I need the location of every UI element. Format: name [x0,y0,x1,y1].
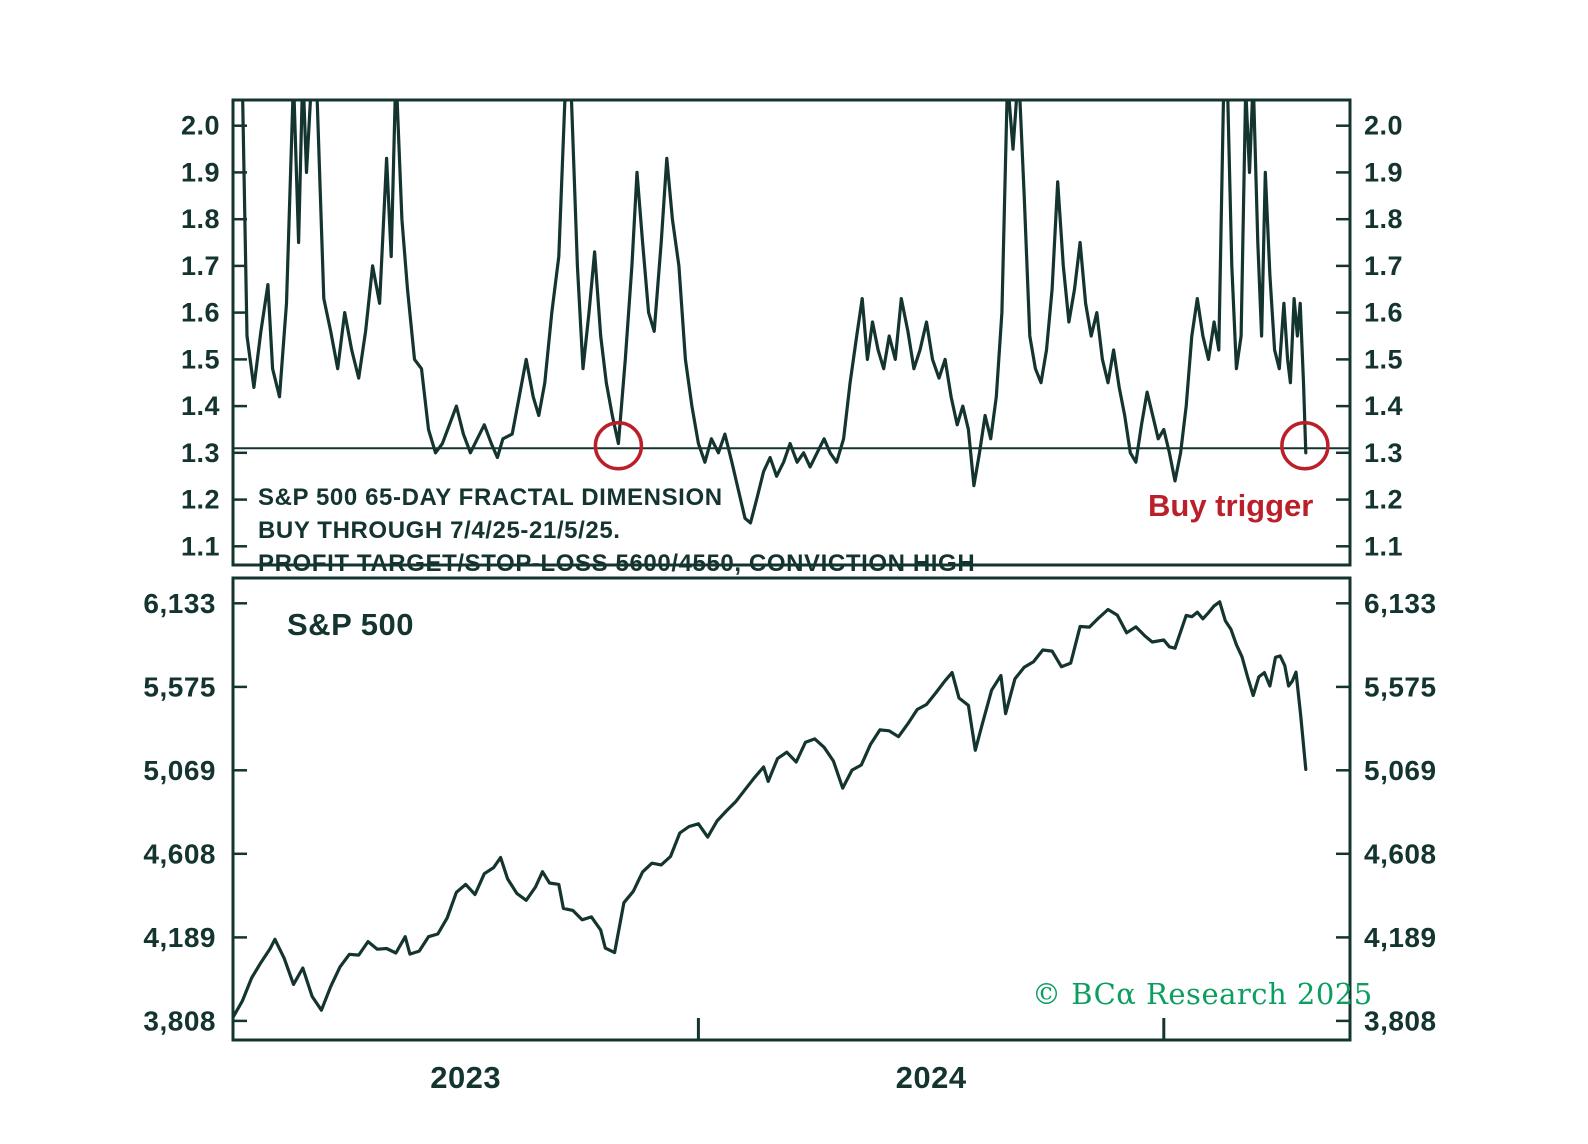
y-tick-label: 5,575 [143,671,216,702]
y-tick-label: 2.0 [1364,111,1403,141]
y-tick-label: 1.8 [1364,204,1403,234]
y-tick-label: 1.3 [1364,438,1403,468]
y-tick-label: 3,808 [1364,1005,1437,1036]
panel-border [231,98,1352,567]
buy-trigger-circle [1280,421,1330,471]
y-tick-label: 5,069 [1364,755,1437,786]
y-tick-label: 3,808 [143,1005,216,1036]
y-tick-label: 4,189 [1364,922,1437,953]
panel-border [231,576,1352,1042]
y-tick-label: 4,608 [1364,838,1437,869]
y-tick-label: 1.6 [181,298,220,328]
y-tick-label: 1.7 [1364,251,1403,281]
y-tick-label: 1.4 [181,391,220,421]
y-tick-label: 1.5 [1364,344,1403,374]
y-tick-label: 1.4 [1364,391,1403,421]
y-tick-label: 1.9 [1364,157,1403,187]
buy-trigger-label: Buy trigger [1148,488,1314,523]
fractal-annotation: S&P 500 65-DAY FRACTAL DIMENSION BUY THR… [258,481,975,580]
y-tick-label: 1.3 [181,438,220,468]
sp500-price-line [234,600,1308,1019]
y-tick-label: 1.1 [1364,531,1403,561]
x-tick-label: 2023 [430,1060,501,1095]
annotation-line-2: BUY THROUGH 7/4/25-21/5/25. [258,517,621,544]
y-tick-label: 4,608 [143,838,216,869]
y-tick-label: 1.8 [181,204,220,234]
y-tick-label: 1.2 [181,485,220,515]
y-tick-label: 1.5 [181,344,220,374]
bca-research-watermark: © BCα Research 2025 [1032,977,1373,1011]
y-tick-label: 4,189 [143,922,216,953]
y-tick-label: 1.2 [1364,485,1403,515]
annotation-line-3: PROFIT TARGET/STOP-LOSS 5600/4550, CONVI… [258,550,976,577]
y-tick-label: 1.6 [1364,298,1403,328]
sp500-panel-title: S&P 500 [287,607,415,642]
y-tick-label: 1.7 [181,251,220,281]
y-tick-label: 6,133 [143,588,216,619]
buy-trigger-circle [593,421,644,471]
x-tick-label: 2024 [896,1060,967,1095]
sp500-65d-fractal-dimension-line [241,101,1308,525]
annotation-line-1: S&P 500 65-DAY FRACTAL DIMENSION [258,484,723,511]
y-tick-label: 5,575 [1364,671,1437,702]
y-tick-label: 6,133 [1364,588,1437,619]
y-tick-label: 1.1 [181,531,220,561]
y-tick-label: 5,069 [143,755,216,786]
y-tick-label: 2.0 [181,111,220,141]
y-tick-label: 1.9 [181,157,220,187]
